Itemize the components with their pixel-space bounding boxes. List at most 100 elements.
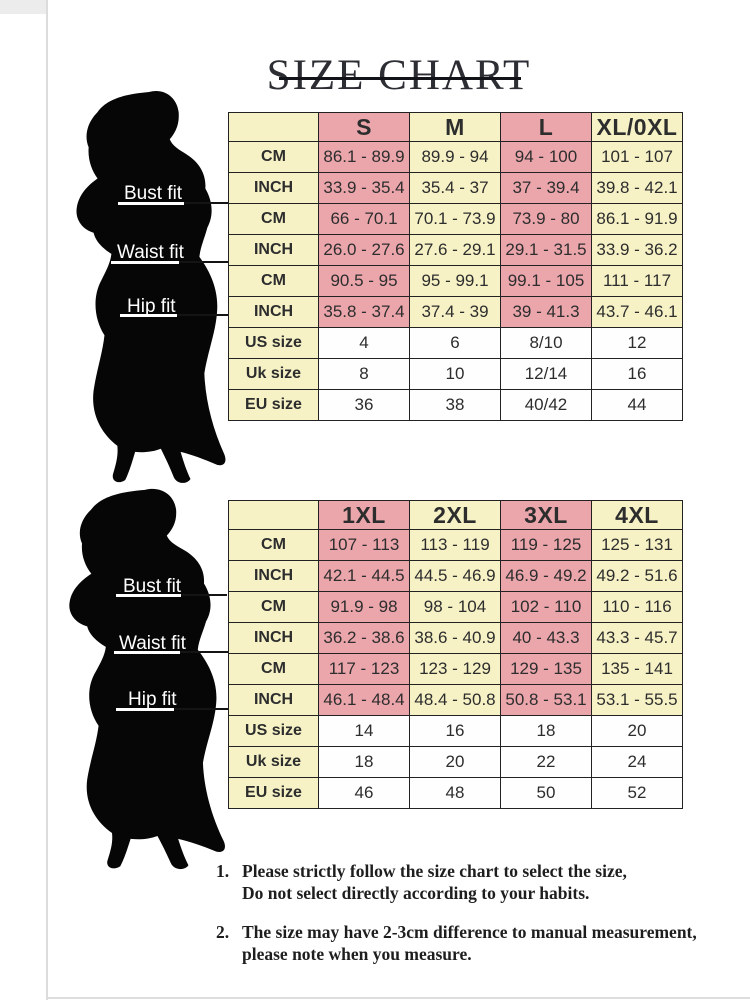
value-cell: 86.1 - 89.9 — [318, 141, 410, 173]
value-cell: 113 - 119 — [409, 529, 501, 561]
row-label-cell: INCH — [228, 172, 319, 204]
table-row: INCH 46.1 - 48.4 48.4 - 50.8 50.8 - 53.1 53.… — [228, 684, 683, 716]
table-row: CM 90.5 - 95 95 - 99.1 99.1 - 105 111 - 117 — [228, 265, 683, 297]
table-row: US size 4 6 8/10 12 — [228, 327, 683, 359]
value-cell: 43.7 - 46.1 — [591, 296, 683, 328]
size-header-cell: S — [318, 112, 410, 142]
row-label-cell: INCH — [228, 684, 319, 716]
value-cell: 48 — [409, 777, 501, 809]
table-row: CM 91.9 - 98 98 - 104 102 - 110 110 - 116 — [228, 591, 683, 623]
notes: 1. Please strictly follow the size chart… — [216, 860, 740, 982]
page-title: SIZE CHART — [266, 51, 532, 99]
value-cell: 40/42 — [500, 389, 592, 421]
row-label-cell: CM — [228, 653, 319, 685]
value-cell: 119 - 125 — [500, 529, 592, 561]
row-label-cell: Uk size — [228, 746, 319, 778]
note-number: 2. — [216, 922, 230, 943]
value-cell: 36.2 - 38.6 — [318, 622, 410, 654]
bust-fit-label: Bust fit — [123, 576, 182, 597]
table-row: INCH 36.2 - 38.6 38.6 - 40.9 40 - 43.3 43.3 … — [228, 622, 683, 654]
bust-fit-underline — [118, 202, 184, 205]
value-cell: 8 — [318, 358, 410, 390]
waist-fit-label: Waist fit — [117, 242, 184, 263]
woman-silhouette-1 — [58, 86, 236, 488]
hip-fit-underline — [120, 314, 177, 317]
value-cell: 46.1 - 48.4 — [318, 684, 410, 716]
photo-edge-patch — [0, 0, 46, 14]
row-label-cell: INCH — [228, 234, 319, 266]
value-cell: 90.5 - 95 — [318, 265, 410, 297]
waist-fit-label: Waist fit — [119, 633, 186, 654]
value-cell: 46 — [318, 777, 410, 809]
table-row: Uk size 18 20 22 24 — [228, 746, 683, 778]
row-label-cell: INCH — [228, 622, 319, 654]
value-cell: 33.9 - 35.4 — [318, 172, 410, 204]
silhouette-shape — [76, 91, 226, 483]
size-header-cell: 4XL — [591, 500, 683, 530]
value-cell: 95 - 99.1 — [409, 265, 501, 297]
woman-silhouette-svg — [69, 488, 225, 870]
row-label-cell: INCH — [228, 296, 319, 328]
value-cell: 10 — [409, 358, 501, 390]
row-label-cell: US size — [228, 715, 319, 747]
value-cell: 4 — [318, 327, 410, 359]
value-cell: 86.1 - 91.9 — [591, 203, 683, 235]
header-row: S M L XL/0XL — [228, 112, 683, 142]
value-cell: 50.8 - 53.1 — [500, 684, 592, 716]
value-cell: 39.8 - 42.1 — [591, 172, 683, 204]
value-cell: 110 - 116 — [591, 591, 683, 623]
value-cell: 50 — [500, 777, 592, 809]
size-table-plus: 1XL 2XL 3XL 4XL CM 107 - 113 113 - 119 119 - 12… — [228, 500, 683, 809]
row-label-cell: CM — [228, 141, 319, 173]
value-cell: 18 — [318, 746, 410, 778]
note-line: The size may have 2-3cm difference to ma… — [242, 922, 697, 943]
value-cell: 33.9 - 36.2 — [591, 234, 683, 266]
title-underline — [279, 77, 521, 80]
size-chart-table: S M L XL/0XL CM 86.1 - 89.9 89.9 - 94 94 - 100 1… — [228, 112, 683, 421]
corner-cell — [228, 500, 319, 530]
table-row: EU size 46 48 50 52 — [228, 777, 683, 809]
value-cell: 66 - 70.1 — [318, 203, 410, 235]
corner-cell — [228, 112, 319, 142]
value-cell: 98 - 104 — [409, 591, 501, 623]
value-cell: 38.6 - 40.9 — [409, 622, 501, 654]
value-cell: 73.9 - 80 — [500, 203, 592, 235]
note-number: 1. — [216, 861, 230, 881]
hip-fit-pointer-line — [174, 708, 228, 710]
bust-fit-label: Bust fit — [124, 183, 183, 204]
value-cell: 14 — [318, 715, 410, 747]
value-cell: 37 - 39.4 — [500, 172, 592, 204]
table-row: INCH 35.8 - 37.4 37.4 - 39 39 - 41.3 43.7 - … — [228, 296, 683, 328]
note-text: Please strictly follow the size chart to… — [242, 860, 740, 904]
table-row: US size 14 16 18 20 — [228, 715, 683, 747]
row-label-cell: CM — [228, 203, 319, 235]
value-cell: 8/10 — [500, 327, 592, 359]
value-cell: 48.4 - 50.8 — [409, 684, 501, 716]
value-cell: 39 - 41.3 — [500, 296, 592, 328]
photo-edge-bottom-line — [46, 997, 750, 999]
waist-fit-pointer-line — [179, 261, 229, 263]
row-label-cell: CM — [228, 529, 319, 561]
value-cell: 20 — [409, 746, 501, 778]
value-cell: 89.9 - 94 — [409, 141, 501, 173]
value-cell: 24 — [591, 746, 683, 778]
bust-fit-pointer-line — [181, 594, 227, 596]
value-cell: 6 — [409, 327, 501, 359]
size-header-cell: XL/0XL — [591, 112, 683, 142]
row-label-cell: Uk size — [228, 358, 319, 390]
bust-fit-pointer-line — [184, 202, 229, 204]
hip-fit-pointer-line — [177, 314, 229, 316]
value-cell: 35.4 - 37 — [409, 172, 501, 204]
size-table-regular: S M L XL/0XL CM 86.1 - 89.9 89.9 - 94 94 - 100 1… — [228, 112, 683, 421]
hip-fit-underline — [116, 708, 174, 711]
row-label-cell: CM — [228, 265, 319, 297]
value-cell: 111 - 117 — [591, 265, 683, 297]
value-cell: 16 — [409, 715, 501, 747]
waist-fit-pointer-line — [180, 651, 228, 653]
table-row: INCH 26.0 - 27.6 27.6 - 29.1 29.1 - 31.5 33.… — [228, 234, 683, 266]
table-row: INCH 33.9 - 35.4 35.4 - 37 37 - 39.4 39.8 - … — [228, 172, 683, 204]
value-cell: 18 — [500, 715, 592, 747]
table-row: CM 86.1 - 89.9 89.9 - 94 94 - 100 101 - 107 — [228, 141, 683, 173]
note-line: please note when you measure. — [242, 944, 472, 965]
waist-fit-underline — [114, 651, 180, 654]
